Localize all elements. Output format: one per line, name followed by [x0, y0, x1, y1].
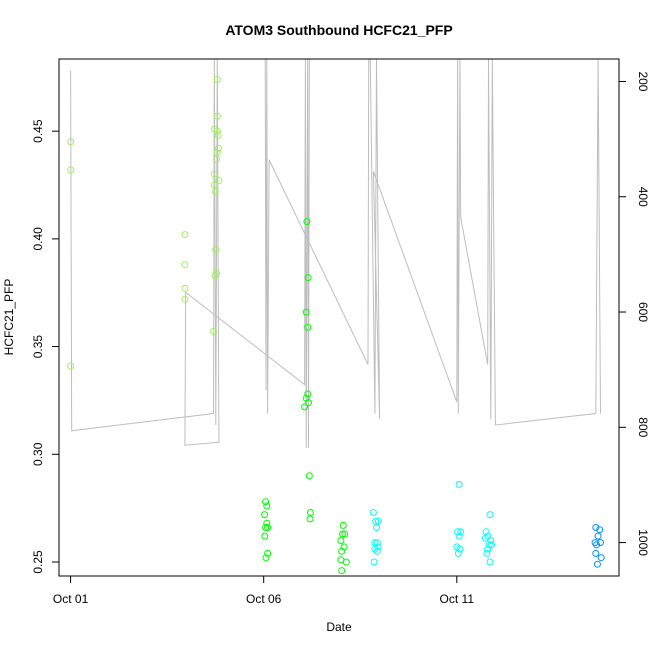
data-point [454, 528, 462, 536]
data-point [371, 545, 379, 553]
data-point [263, 519, 271, 527]
data-point [373, 547, 381, 555]
data-point [338, 567, 346, 575]
data-point [597, 554, 605, 562]
data-point [597, 539, 604, 547]
data-point [482, 528, 490, 536]
data-point [261, 511, 268, 519]
y-tick-label: 0.35 [31, 335, 45, 359]
data-point [181, 284, 189, 292]
y-axis-label: HCFC21_PFP [2, 279, 16, 356]
data-point [213, 269, 221, 277]
data-point [338, 547, 346, 555]
axes-layer: Oct 01 Oct 06 Oct 11 0.25 0.30 0.35 0.40 0.45 20… [31, 71, 650, 606]
y-tick-label: 0.40 [31, 227, 45, 251]
data-point [210, 181, 218, 189]
data-point [213, 127, 221, 135]
data-point [213, 112, 221, 120]
data-point [457, 528, 465, 536]
data-point [373, 524, 380, 531]
data-point [455, 532, 463, 540]
data-point [262, 524, 270, 531]
data-point [593, 541, 601, 549]
data-point [592, 549, 600, 557]
data-points-layer [67, 76, 605, 575]
data-point [301, 403, 309, 411]
data-point [341, 530, 349, 538]
data-point [181, 261, 189, 269]
data-point [339, 521, 347, 529]
data-point [210, 170, 218, 178]
data-point [181, 295, 189, 303]
chart-title: ATOM3 Southbound HCFC21_PFP [225, 22, 452, 38]
data-point [337, 537, 345, 544]
y-tick-label: 0.30 [31, 442, 45, 466]
data-point [455, 480, 463, 488]
data-point [339, 530, 346, 538]
data-point [211, 188, 219, 195]
data-point [486, 558, 494, 566]
data-point [369, 509, 377, 516]
data-point [592, 524, 600, 531]
data-point [456, 545, 464, 553]
data-point [67, 138, 75, 146]
y-tick-label: 0.25 [31, 550, 45, 574]
x-tick-label: Oct 06 [246, 592, 282, 606]
data-point [213, 149, 221, 157]
data-point [261, 532, 269, 540]
data-point [262, 498, 270, 506]
data-point [370, 558, 378, 566]
y2-tick-label: 1000 [636, 529, 650, 556]
data-point [263, 502, 271, 510]
data-point [374, 517, 382, 525]
data-point [67, 166, 75, 174]
data-point [212, 246, 220, 254]
x-axis-label: Date [326, 620, 352, 634]
data-point [67, 362, 75, 370]
data-point [215, 144, 222, 152]
data-point [264, 549, 272, 557]
y2-tick-label: 400 [636, 187, 650, 207]
data-point [454, 549, 462, 557]
data-point [211, 272, 219, 279]
data-point [487, 537, 495, 544]
data-point [305, 399, 312, 407]
data-point [303, 218, 311, 226]
data-point [304, 390, 312, 398]
data-point [596, 526, 604, 534]
pressure-trace-layer [70, 58, 601, 449]
data-point [264, 524, 272, 531]
data-point [306, 515, 314, 523]
y-tick-label: 0.45 [31, 119, 45, 143]
y2-tick-label: 600 [636, 302, 650, 322]
data-point [342, 558, 350, 566]
data-point [302, 308, 310, 316]
data-point [373, 539, 381, 547]
data-point [488, 541, 496, 549]
data-point [483, 549, 491, 557]
y2-tick-label: 800 [636, 417, 650, 437]
data-point [485, 541, 493, 549]
data-point [213, 76, 221, 83]
data-point [305, 472, 313, 480]
data-point [262, 554, 270, 562]
data-point [484, 545, 492, 553]
x-tick-label: Oct 11 [440, 592, 475, 606]
data-point [181, 231, 189, 239]
data-point [486, 511, 494, 519]
data-point [304, 323, 312, 331]
data-point [215, 177, 223, 185]
data-point [210, 328, 217, 335]
data-point [594, 532, 602, 540]
pressure-trace-line [70, 58, 601, 449]
y2-tick-label: 200 [636, 71, 650, 91]
data-point [214, 132, 222, 139]
x-tick-label: Oct 01 [53, 592, 89, 606]
data-point [213, 155, 221, 163]
data-point [304, 274, 312, 282]
data-point [593, 560, 601, 568]
